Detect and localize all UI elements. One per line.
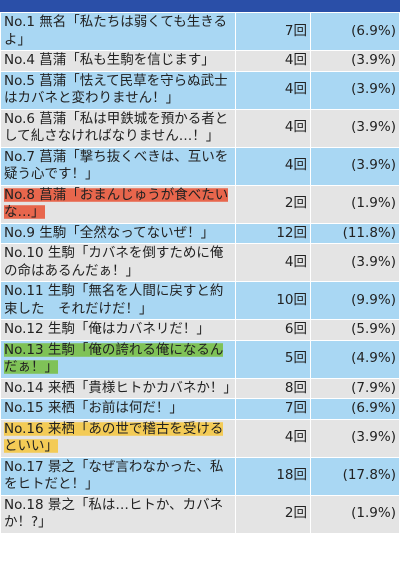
count-cell: 4回 — [236, 244, 310, 281]
count-cell: 8回 — [236, 378, 310, 398]
table-row: No.10 生駒「カバネを倒すために俺の命はあるんだぁ！」 4回 (3.9%) — [1, 244, 399, 281]
table-row: No.4 菖蒲「私も生駒を信じます」 4回 (3.9%) — [1, 51, 399, 71]
quote-cell: No.12 生駒「俺はカバネリだ！」 — [1, 320, 235, 340]
highlighted-text: No.8 菖蒲「おまんじゅうが食べたいな…」 — [4, 186, 229, 220]
quote-cell: No.14 来栖「貴様ヒトかカバネか！」 — [1, 378, 237, 398]
table-row: No.11 生駒「無名を人間に戻すと約束した それだけだ！」 10回 (9.9%) — [1, 282, 399, 319]
quote-cell: No.16 来栖「あの世で稽古を受けるといい」 — [1, 419, 235, 457]
quote-cell: No.4 菖蒲「私も生駒を信じます」 — [1, 51, 235, 71]
percent-cell: (4.9%) — [311, 340, 399, 378]
quote-cell: No.18 景之「私は…ヒトか、カバネか！?」 — [1, 495, 235, 533]
quote-cell: No.9 生駒「全然なってないぜ！」 — [1, 223, 235, 243]
percent-cell: (3.9%) — [311, 109, 399, 147]
table-row: No.5 菖蒲「怯えて民草を守らぬ武士はカバネと変わりません！」 4回 (3.9%) — [1, 71, 399, 109]
percent-cell: (5.9%) — [311, 320, 399, 340]
count-cell: 4回 — [236, 147, 310, 185]
percent-cell: (17.8%) — [311, 457, 399, 495]
percent-cell: (1.9%) — [311, 185, 399, 223]
table-row: No.12 生駒「俺はカバネリだ！」 6回 (5.9%) — [1, 320, 399, 340]
count-cell: 4回 — [236, 71, 310, 109]
quote-cell: No.11 生駒「無名を人間に戻すと約束した それだけだ！」 — [1, 282, 235, 319]
quote-cell: No.10 生駒「カバネを倒すために俺の命はあるんだぁ！」 — [1, 244, 235, 281]
table-row: No.15 来栖「お前は何だ！」 7回 (6.9%) — [1, 399, 399, 419]
quote-cell: No.5 菖蒲「怯えて民草を守らぬ武士はカバネと変わりません！」 — [1, 71, 235, 109]
table-row: No.16 来栖「あの世で稽古を受けるといい」 4回 (3.9%) — [1, 419, 399, 457]
table-row: No.14 来栖「貴様ヒトかカバネか！」 8回 (7.9%) — [1, 378, 399, 398]
highlighted-text: No.16 来栖「あの世で稽古を受けるといい」 — [4, 420, 224, 454]
ranking-table: No.1 無名「私たちは弱くても生きるよ」 7回 (6.9%) No.4 菖蒲「私も生… — [0, 12, 400, 534]
count-cell: 4回 — [236, 109, 310, 147]
quote-cell: No.7 菖蒲「撃ち抜くべきは、互いを疑う心です！」 — [1, 147, 235, 185]
percent-cell: (3.9%) — [311, 147, 399, 185]
count-cell: 12回 — [236, 223, 310, 243]
percent-cell: (11.8%) — [311, 223, 399, 243]
percent-cell: (3.9%) — [311, 51, 399, 71]
count-cell: 10回 — [236, 282, 310, 319]
quote-cell: No.13 生駒「俺の誇れる俺になるんだぁ！」 — [1, 340, 235, 378]
quote-cell: No.1 無名「私たちは弱くても生きるよ」 — [1, 13, 235, 50]
count-cell: 2回 — [236, 185, 310, 223]
table-body: No.1 無名「私たちは弱くても生きるよ」 7回 (6.9%) No.4 菖蒲「私も生… — [1, 13, 399, 533]
table-row: No.13 生駒「俺の誇れる俺になるんだぁ！」 5回 (4.9%) — [1, 340, 399, 378]
percent-cell: (3.9%) — [311, 71, 399, 109]
percent-cell: (7.9%) — [311, 378, 399, 398]
count-cell: 2回 — [236, 495, 310, 533]
table-row: No.6 菖蒲「私は甲鉄城を預かる者として糺さなければなりません…！」 4回 (3.… — [1, 109, 399, 147]
quote-cell: No.15 来栖「お前は何だ！」 — [1, 399, 235, 419]
table-row: No.7 菖蒲「撃ち抜くべきは、互いを疑う心です！」 4回 (3.9%) — [1, 147, 399, 185]
percent-cell: (9.9%) — [311, 282, 399, 319]
count-cell: 7回 — [236, 399, 310, 419]
quote-cell: No.6 菖蒲「私は甲鉄城を預かる者として糺さなければなりません…！」 — [1, 109, 235, 147]
percent-cell: (6.9%) — [311, 13, 399, 50]
table-row: No.8 菖蒲「おまんじゅうが食べたいな…」 2回 (1.9%) — [1, 185, 399, 223]
percent-cell: (1.9%) — [311, 495, 399, 533]
count-cell: 6回 — [236, 320, 310, 340]
table-row: No.17 景之「なぜ言わなかった、私をヒトだと！」 18回 (17.8%) — [1, 457, 399, 495]
quote-cell: No.8 菖蒲「おまんじゅうが食べたいな…」 — [1, 185, 235, 223]
percent-cell: (3.9%) — [311, 419, 399, 457]
percent-cell: (6.9%) — [311, 399, 399, 419]
count-cell: 7回 — [236, 13, 310, 50]
count-cell: 18回 — [236, 457, 310, 495]
table-row: No.18 景之「私は…ヒトか、カバネか！?」 2回 (1.9%) — [1, 495, 399, 533]
quote-cell: No.17 景之「なぜ言わなかった、私をヒトだと！」 — [1, 457, 235, 495]
percent-cell: (3.9%) — [311, 244, 399, 281]
highlighted-text: No.13 生駒「俺の誇れる俺になるんだぁ！」 — [4, 341, 224, 375]
table-row: No.9 生駒「全然なってないぜ！」 12回 (11.8%) — [1, 223, 399, 243]
count-cell: 5回 — [236, 340, 310, 378]
count-cell: 4回 — [236, 419, 310, 457]
table-row: No.1 無名「私たちは弱くても生きるよ」 7回 (6.9%) — [1, 13, 399, 50]
count-cell: 4回 — [236, 51, 310, 71]
